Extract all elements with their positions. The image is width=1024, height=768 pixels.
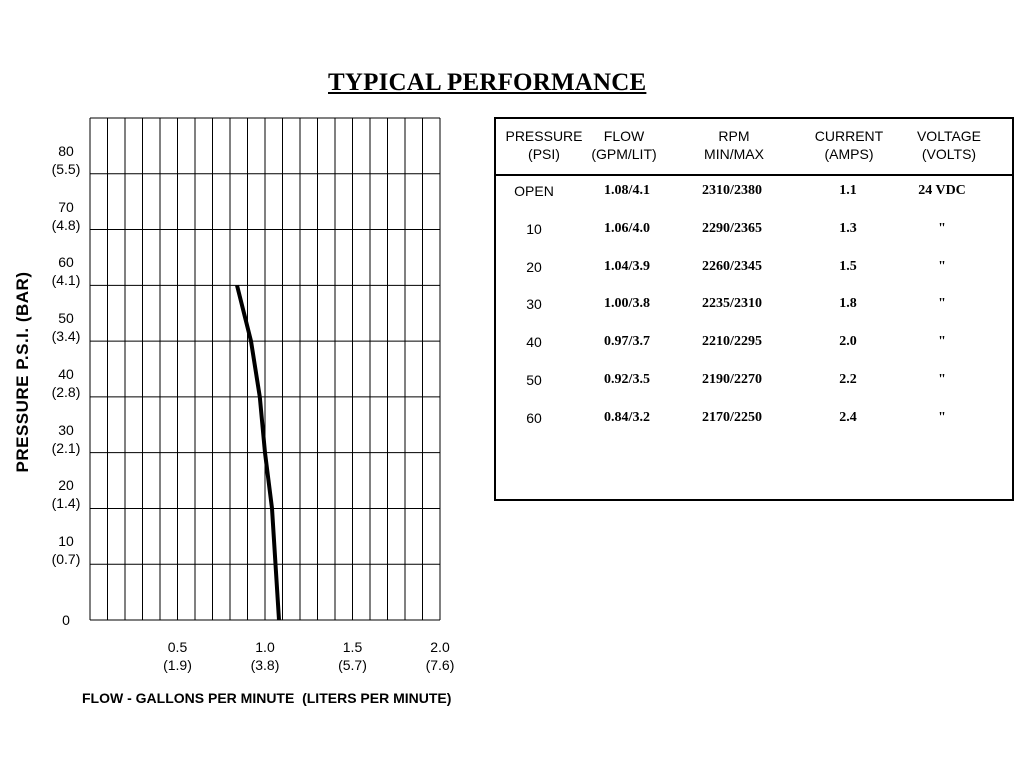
cell-pressure: 60 bbox=[526, 409, 542, 426]
y-axis-label: PRESSURE P.S.I. (BAR) bbox=[13, 271, 32, 473]
cell-rpm: 2290/2365 bbox=[702, 220, 762, 236]
cell-rpm: 2260/2345 bbox=[702, 258, 762, 274]
cell-current: 2.4 bbox=[839, 409, 857, 425]
x-axis-label: FLOW - GALLONS PER MINUTE (LITERS PER MI… bbox=[82, 690, 452, 706]
cell-current: 1.5 bbox=[839, 258, 857, 274]
cell-current: 1.8 bbox=[839, 296, 857, 312]
cell-current: 2.0 bbox=[839, 334, 857, 350]
cell-flow: 1.06/4.0 bbox=[604, 220, 650, 236]
cell-voltage: " bbox=[938, 258, 946, 274]
cell-voltage: " bbox=[938, 296, 946, 312]
cell-flow: 0.84/3.2 bbox=[604, 409, 650, 425]
cell-current: 2.2 bbox=[839, 372, 857, 387]
column-header: CURRENT (AMPS) bbox=[814, 128, 884, 162]
cell-voltage: " bbox=[938, 334, 946, 350]
performance-table: PRESSURE (PSI) FLOW (GPM/LIT) RPM MIN/MAX CURR… bbox=[494, 117, 1014, 501]
cell-flow: 1.00/3.8 bbox=[604, 296, 650, 312]
cell-current: 1.3 bbox=[839, 220, 857, 236]
y-tick-label: 30 (2.1) bbox=[51, 421, 81, 456]
y-tick-label: 70 (4.8) bbox=[51, 198, 81, 233]
cell-voltage: " bbox=[938, 220, 946, 236]
cell-pressure: OPEN bbox=[514, 183, 554, 199]
cell-flow: 0.92/3.5 bbox=[604, 372, 650, 387]
cell-voltage: " bbox=[938, 372, 946, 387]
column-header: VOLTAGE (VOLTS) bbox=[916, 128, 982, 162]
cell-pressure: 30 bbox=[526, 296, 542, 313]
cell-rpm: 2310/2380 bbox=[702, 183, 762, 198]
y-tick-label: 20 (1.4) bbox=[51, 477, 81, 512]
x-tick-label: 0.5 (1.9) bbox=[163, 639, 192, 673]
cell-pressure: 10 bbox=[526, 220, 542, 237]
y-tick-label: 0 bbox=[62, 612, 70, 628]
column-header: PRESSURE (PSI) bbox=[505, 128, 583, 162]
cell-flow: 1.08/4.1 bbox=[604, 183, 650, 198]
cell-pressure: 50 bbox=[526, 372, 542, 388]
column-header: RPM MIN/MAX bbox=[704, 128, 764, 162]
x-tick-label: 2.0 (7.6) bbox=[425, 639, 455, 673]
y-tick-label: 60 (4.1) bbox=[51, 254, 81, 289]
y-tick-label: 10 (0.7) bbox=[51, 533, 81, 568]
x-tick-label: 1.0 (3.8) bbox=[250, 639, 280, 673]
page-title: TYPICAL PERFORMANCE bbox=[328, 69, 647, 96]
x-tick-label: 1.5 (5.7) bbox=[338, 639, 367, 673]
cell-rpm: 2210/2295 bbox=[702, 334, 762, 350]
cell-voltage: " bbox=[938, 409, 946, 425]
cell-flow: 0.97/3.7 bbox=[604, 334, 650, 350]
cell-pressure: 40 bbox=[526, 334, 542, 351]
cell-rpm: 2190/2270 bbox=[702, 372, 762, 387]
y-tick-label: 50 (3.4) bbox=[51, 310, 81, 345]
header-divider bbox=[496, 174, 1012, 176]
cell-pressure: 20 bbox=[526, 258, 542, 275]
y-tick-label: 80 (5.5) bbox=[51, 142, 81, 177]
y-tick-label: 40 (2.8) bbox=[51, 365, 81, 400]
column-header: FLOW (GPM/LIT) bbox=[591, 128, 657, 162]
cell-rpm: 2170/2250 bbox=[702, 409, 762, 425]
cell-current: 1.1 bbox=[839, 183, 857, 198]
cell-rpm: 2235/2310 bbox=[702, 296, 762, 312]
cell-flow: 1.04/3.9 bbox=[604, 258, 650, 274]
cell-voltage: 24 VDC bbox=[918, 183, 966, 198]
